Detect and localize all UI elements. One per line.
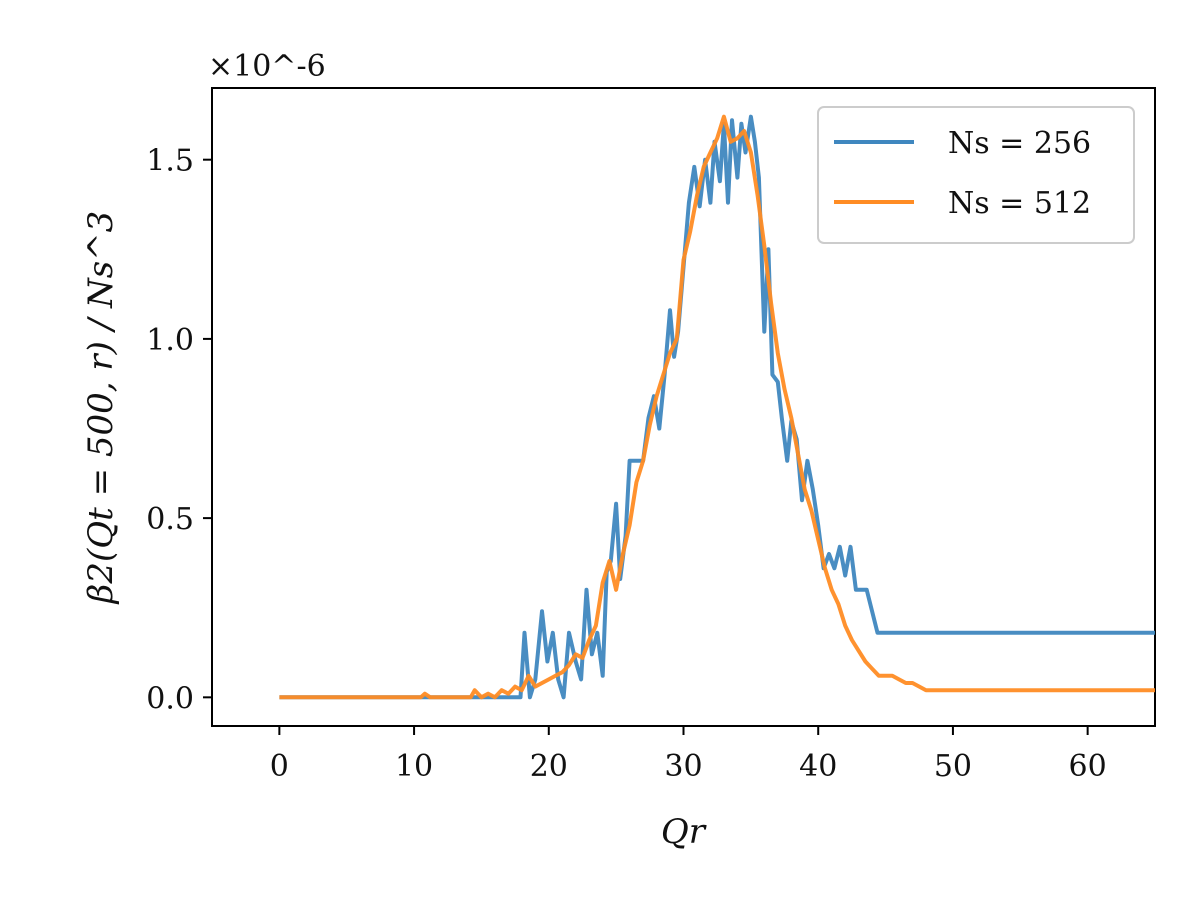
series-line-1 [279, 114, 1155, 700]
y-tick-label: 1.5 [146, 144, 194, 179]
x-tick-label: 60 [1069, 749, 1107, 784]
x-tick-label: 30 [664, 749, 702, 784]
y-tick-label: 0.0 [146, 681, 194, 716]
legend-label-ns256: Ns = 256 [948, 126, 1091, 161]
y-axis-label: β2(Qt = 500, r) / Ns^3 [81, 211, 121, 606]
series-layer [279, 114, 1155, 700]
x-tick-label: 10 [395, 749, 433, 784]
x-tick-label: 20 [530, 749, 568, 784]
y-axis-ticks: 0.0 0.5 1.0 1.5 [146, 144, 212, 716]
legend: Ns = 256 Ns = 512 [817, 106, 1135, 244]
x-tick-label: 40 [799, 749, 837, 784]
x-tick-label: 0 [270, 749, 289, 784]
series-line-0 [279, 114, 1155, 700]
legend-label-ns512: Ns = 512 [948, 186, 1091, 221]
y-tick-label: 0.5 [146, 502, 194, 537]
y-axis-multiplier: ×10^-6 [208, 49, 326, 84]
x-axis-ticks: 0 10 20 30 40 50 60 [270, 726, 1107, 784]
y-tick-label: 1.0 [146, 323, 194, 358]
x-tick-label: 50 [934, 749, 972, 784]
x-axis-label: Qr [661, 812, 707, 852]
